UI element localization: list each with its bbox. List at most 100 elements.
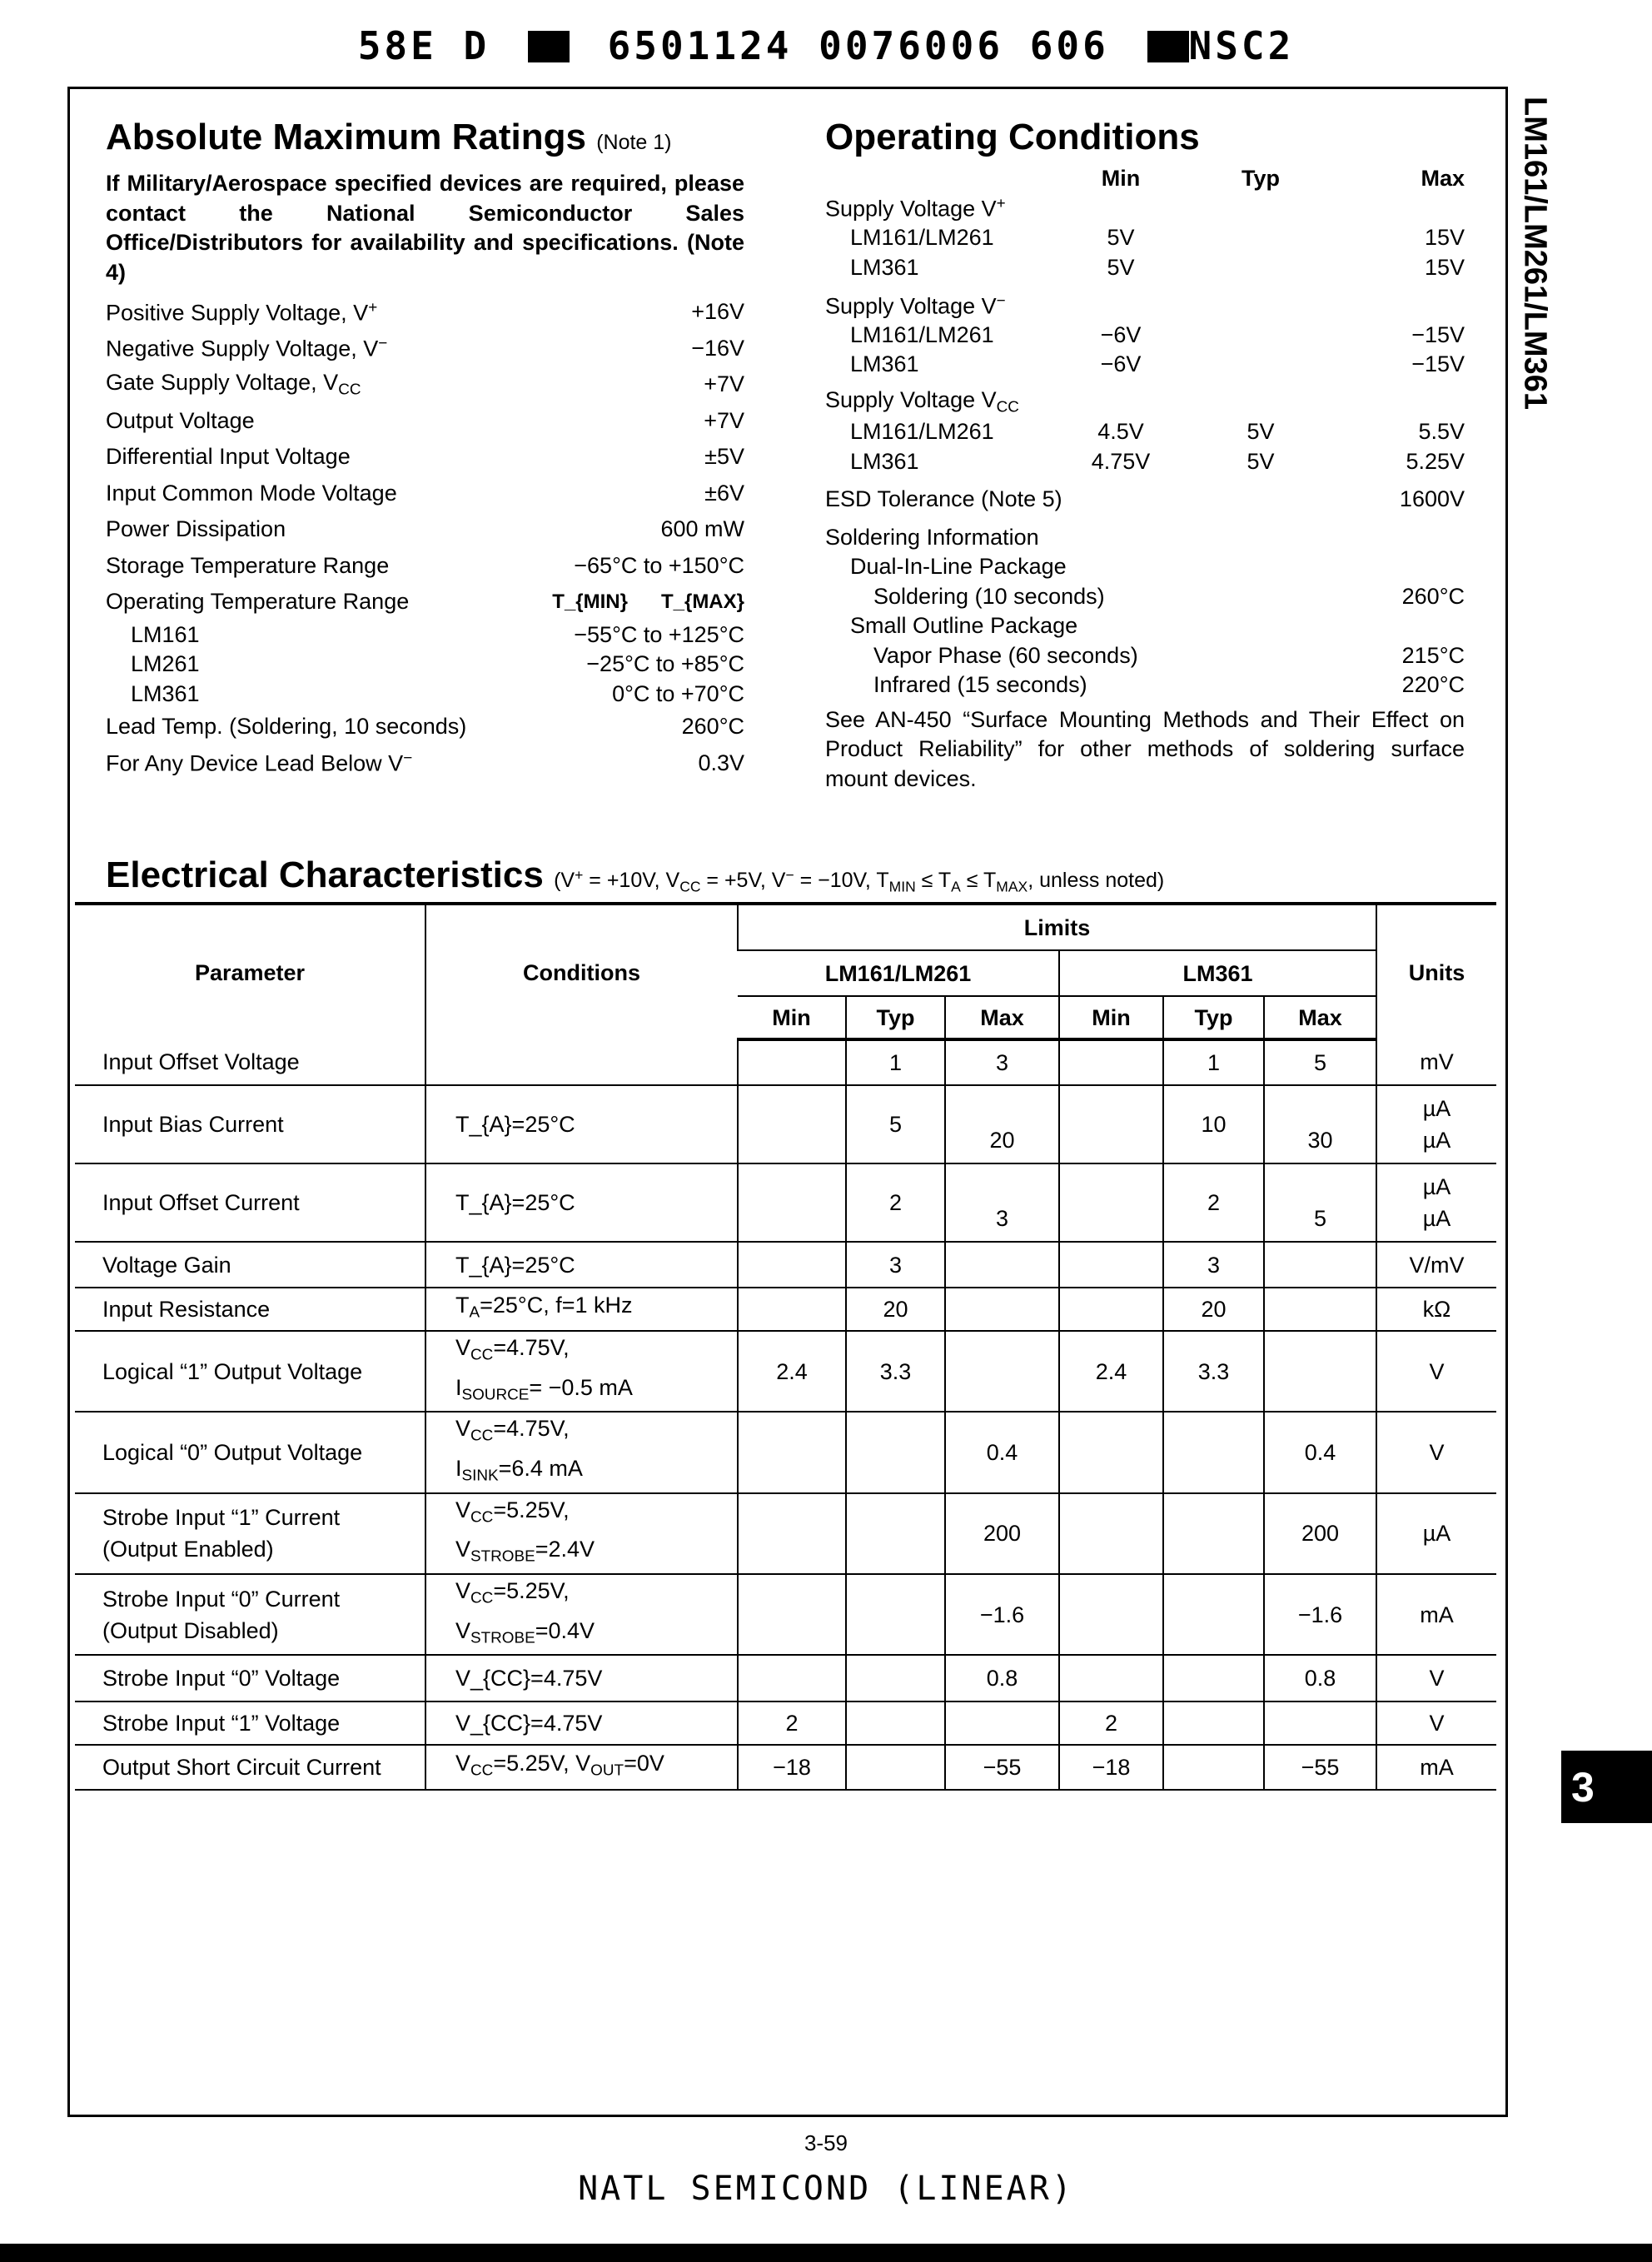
rating-value: −65°C to +150°C <box>574 552 744 578</box>
rating-label: For Any Device Lead Below V− <box>106 750 413 776</box>
op-cond-row: LM361 −6V −15V <box>825 350 1465 380</box>
op-cond-row: ESD Tolerance (Note 5) 1600V <box>825 485 1465 515</box>
op-cond-label: LM361 <box>850 448 919 474</box>
cell-lm161-typ <box>845 1412 945 1494</box>
table-row: Strobe Input “1” Voltage V_{CC}=4.75V 2 2 V <box>75 1701 1496 1746</box>
cell-lm361-min <box>1058 1573 1163 1657</box>
cell-lm161-typ: 20 <box>845 1288 945 1332</box>
cell-units: mA <box>1376 1745 1496 1791</box>
rating-value: 260°C <box>681 714 744 740</box>
op-cond-row: Vapor Phase (60 seconds) 215°C <box>825 641 1465 671</box>
cell-lm161-min <box>737 1085 846 1164</box>
rating-label: Negative Supply Voltage, V− <box>106 335 388 361</box>
cell-units: kΩ <box>1376 1288 1496 1332</box>
op-cond-label: Supply Voltage VCC <box>825 387 1019 417</box>
op-cond-header: Min Typ Max <box>825 164 1465 194</box>
cell-conditions: T_{A}=25°C <box>425 1163 738 1243</box>
cell-conditions: T_{A}=25°C <box>425 1242 738 1288</box>
tmin-tmax-header: T_{MIN} T_{MAX} <box>552 590 744 614</box>
cell-lm161-min <box>737 1163 846 1243</box>
col-header-max: Max <box>944 996 1059 1041</box>
cell-units: mV <box>1376 1039 1496 1086</box>
scan-header-middle: 6501124 0076006 606 <box>607 23 1109 68</box>
cell-lm361-max <box>1263 1288 1376 1332</box>
op-cond-label: Dual-In-Line Package <box>850 554 1067 580</box>
cell-units: V <box>1376 1701 1496 1746</box>
cell-lm361-typ: 3.3 <box>1162 1331 1264 1413</box>
cell-parameter: Input Offset Current <box>75 1163 425 1243</box>
scan-header-right: NSC2 <box>1188 23 1295 68</box>
op-cond-row: LM161/LM261 −6V −15V <box>825 321 1465 351</box>
cell-lm361-typ <box>1162 1573 1264 1657</box>
op-cond-label: LM361 <box>850 351 919 377</box>
cell-lm161-min <box>737 1492 846 1575</box>
cell-parameter: Logical “1” Output Voltage <box>75 1331 425 1413</box>
tmax-label: T_{MAX} <box>660 590 744 613</box>
cell-units: mA <box>1376 1573 1496 1657</box>
rating-value: −55°C to +125°C <box>574 621 744 647</box>
rating-row: Input Common Mode Voltage ±6V <box>106 476 744 512</box>
op-cond-label: Soldering (10 seconds) <box>873 583 1105 609</box>
rating-row: Positive Supply Voltage, V+ +16V <box>106 294 744 331</box>
cell-lm161-max: 200 <box>944 1492 1059 1575</box>
cell-lm361-min: 2.4 <box>1058 1331 1163 1413</box>
cell-lm361-min <box>1058 1288 1163 1332</box>
table-row: Voltage Gain T_{A}=25°C 3 3 V/mV <box>75 1242 1496 1288</box>
rating-value: 0°C to +70°C <box>612 680 744 706</box>
side-label: LM161/LM261/LM361 <box>1514 87 1555 420</box>
cell-lm161-typ: 3.3 <box>845 1331 945 1413</box>
cell-lm161-typ: 1 <box>845 1039 945 1086</box>
cell-conditions <box>425 1039 738 1086</box>
cell-lm161-max <box>944 1242 1059 1288</box>
cell-lm161-min <box>737 1655 846 1703</box>
cell-lm161-min <box>737 1412 846 1494</box>
cell-lm361-max: 0.4 <box>1263 1412 1376 1494</box>
cell-parameter: Input Resistance <box>75 1288 425 1332</box>
op-cond-label: LM161/LM261 <box>850 225 994 251</box>
cell-lm361-typ: 3 <box>1162 1242 1264 1288</box>
op-cond-min: −6V <box>1100 351 1142 377</box>
cell-lm161-min: −18 <box>737 1745 846 1791</box>
op-cond-row: LM361 4.75V 5V 5.25V <box>825 447 1465 477</box>
op-cond-max: −15V <box>1411 321 1465 347</box>
rating-value: −25°C to +85°C <box>586 651 744 677</box>
cell-lm161-typ <box>845 1701 945 1746</box>
rating-row: Gate Supply Voltage, VCC +7V <box>106 366 744 403</box>
op-cond-label: LM361 <box>850 254 919 280</box>
rating-row: Operating Temperature Range T_{MIN} T_{MAX… <box>106 584 744 620</box>
table-row: Strobe Input “0” Voltage V_{CC}=4.75V 0.8 0… <box>75 1655 1496 1703</box>
op-cond-row: Dual-In-Line Package <box>825 552 1465 582</box>
cell-lm161-max: 3 <box>944 1163 1059 1243</box>
rating-value: +16V <box>691 299 744 325</box>
cell-lm161-max <box>944 1331 1059 1413</box>
ec-title-text: Electrical Characteristics <box>106 854 544 895</box>
table-row: Strobe Input “1” Current (Output Enabled)… <box>75 1492 1496 1575</box>
op-cond-row: Soldering (10 seconds) 260°C <box>825 582 1465 612</box>
rating-row: Negative Supply Voltage, V− −16V <box>106 331 744 367</box>
cell-lm361-max: 200 <box>1263 1492 1376 1575</box>
cell-conditions: V_{CC}=4.75V <box>425 1655 738 1703</box>
rating-row: Storage Temperature Range −65°C to +150°C <box>106 548 744 585</box>
cell-lm161-min <box>737 1039 846 1086</box>
cell-lm361-min <box>1058 1655 1163 1703</box>
rating-row: Lead Temp. (Soldering, 10 seconds) 260°C <box>106 709 744 745</box>
table-row: Input Offset Voltage 1 3 1 5 mV <box>75 1039 1496 1086</box>
cell-units: µA <box>1376 1492 1496 1575</box>
cell-conditions: VCC=4.75V, ISOURCE= −0.5 mA <box>425 1331 738 1413</box>
rating-row: LM361 0°C to +70°C <box>106 680 744 710</box>
cell-lm161-min: 2 <box>737 1701 846 1746</box>
op-cond-max: 15V <box>1424 225 1465 251</box>
cell-conditions: T_{A}=25°C <box>425 1085 738 1164</box>
scan-footer: NATL SEMICOND (LINEAR) <box>578 2170 1074 2208</box>
op-cond-max: 1600V <box>1399 486 1465 512</box>
op-cond-row: Small Outline Package <box>825 611 1465 641</box>
rating-value: 0.3V <box>698 750 744 775</box>
col-header-conditions: Conditions <box>425 902 738 1039</box>
op-cond-row: LM361 5V 15V <box>825 253 1465 283</box>
table-row: Input Offset Current T_{A}=25°C 2 3 2 5 µA µA <box>75 1163 1496 1243</box>
cell-lm161-max <box>944 1701 1059 1746</box>
cell-units: V/mV <box>1376 1242 1496 1288</box>
cell-lm361-typ <box>1162 1412 1264 1494</box>
op-cond-typ: 5V <box>1246 448 1275 474</box>
op-cond-row: Supply Voltage V− <box>825 291 1465 321</box>
